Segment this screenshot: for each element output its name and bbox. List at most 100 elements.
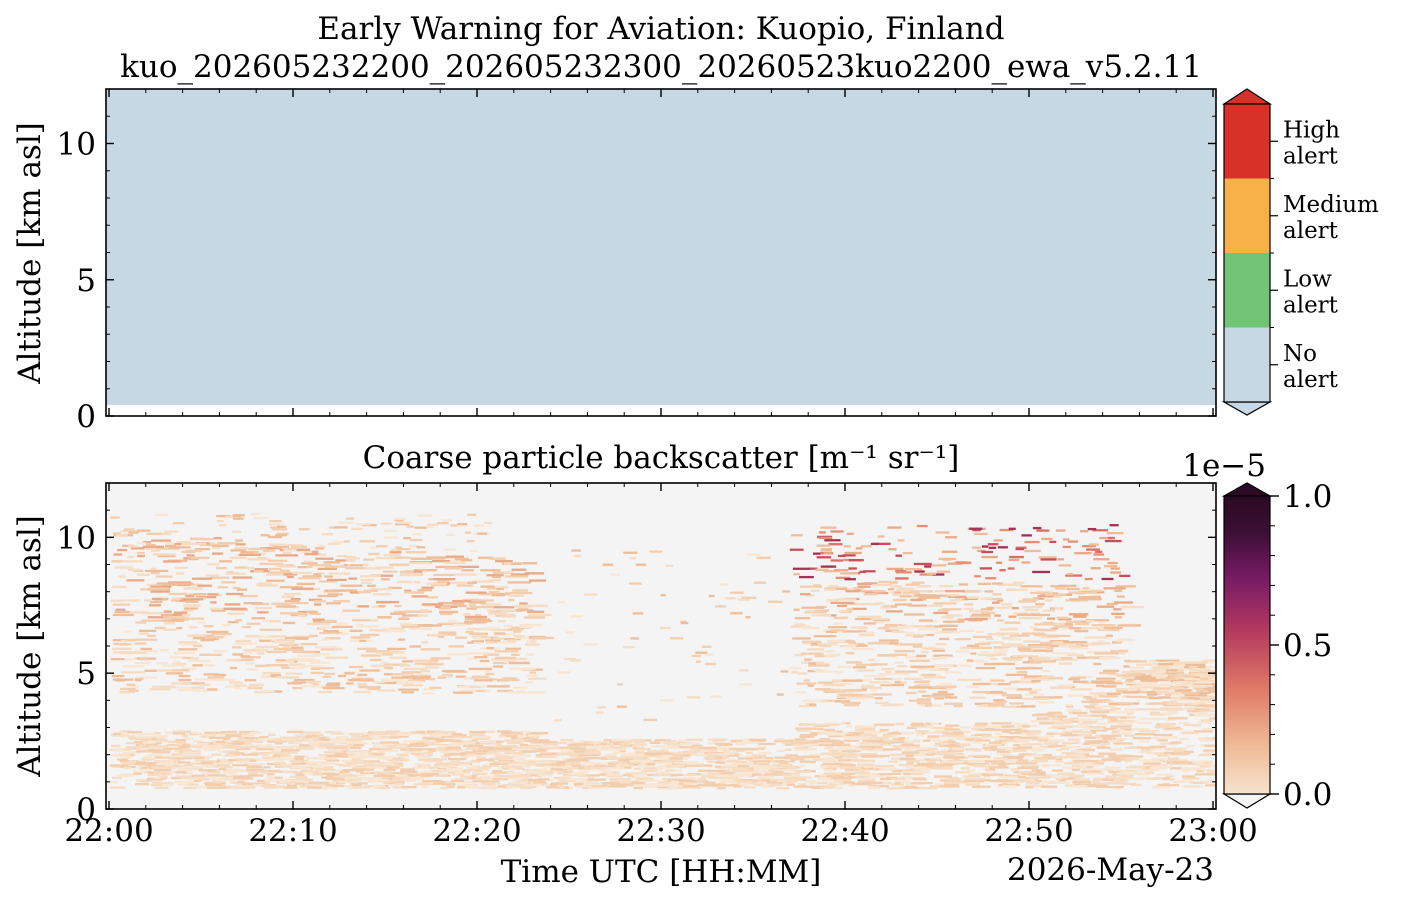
backscatter-cell <box>466 607 478 610</box>
backscatter-cell <box>126 579 145 582</box>
backscatter-cell <box>209 576 230 579</box>
backscatter-cell <box>426 525 434 528</box>
backscatter-cell <box>634 767 642 771</box>
backscatter-cell <box>845 768 855 771</box>
backscatter-cell <box>1118 638 1132 641</box>
backscatter-cell <box>578 774 600 777</box>
backscatter-cell <box>321 619 337 623</box>
backscatter-cell <box>431 583 449 587</box>
backscatter-cell <box>988 725 1002 728</box>
backscatter-cell <box>124 658 135 661</box>
backscatter-cell <box>635 753 649 756</box>
backscatter-cell <box>898 763 914 767</box>
backscatter-cell <box>1094 652 1118 655</box>
backscatter-cell <box>636 746 645 750</box>
backscatter-cell <box>854 728 876 732</box>
backscatter-cell <box>875 764 895 768</box>
backscatter-cell <box>123 528 135 531</box>
backscatter-cell <box>985 654 995 658</box>
backscatter-cell <box>1091 589 1103 592</box>
backscatter-cell <box>259 744 274 748</box>
backscatter-cell <box>832 748 843 751</box>
backscatter-cell <box>330 739 346 742</box>
backscatter-cell <box>613 771 620 774</box>
backscatter-cell <box>986 597 1003 601</box>
backscatter-cell <box>800 585 823 588</box>
backscatter-cell <box>223 754 238 757</box>
backscatter-cell <box>817 727 824 730</box>
backscatter-cell <box>126 683 136 686</box>
backscatter-cell <box>823 588 836 591</box>
backscatter-cell <box>912 725 932 728</box>
backscatter-cell <box>966 739 975 743</box>
backscatter-cell <box>195 548 211 551</box>
backscatter-cell <box>187 783 199 786</box>
backscatter-cell <box>853 666 867 669</box>
backscatter-cell <box>466 652 489 655</box>
backscatter-cell <box>1070 734 1092 737</box>
backscatter-cell <box>512 589 528 592</box>
backscatter-cell <box>183 748 191 751</box>
backscatter-cell <box>204 636 224 639</box>
backscatter-cell <box>294 782 305 785</box>
backscatter-cell <box>1148 660 1159 664</box>
backscatter-cell <box>603 767 624 770</box>
backscatter-cell <box>665 564 674 567</box>
backscatter-cell <box>166 744 189 747</box>
backscatter-cell <box>828 783 837 786</box>
backscatter-cell <box>558 601 566 604</box>
backscatter-cell <box>316 544 324 547</box>
backscatter-cell <box>1158 696 1171 699</box>
backscatter-cell <box>961 748 982 751</box>
backscatter-cell <box>920 650 929 654</box>
backscatter-cell <box>974 575 981 578</box>
backscatter-cell <box>932 739 949 742</box>
backscatter-cell <box>660 594 666 597</box>
backscatter-cell <box>386 783 399 786</box>
backscatter-cell <box>816 556 832 559</box>
backscatter-cell <box>308 598 323 601</box>
backscatter-cell <box>756 778 764 781</box>
backscatter-cell <box>599 773 606 776</box>
backscatter-cell <box>216 519 224 523</box>
backscatter-cell <box>1212 692 1216 695</box>
backscatter-cell <box>379 741 399 744</box>
backscatter-cell <box>1126 673 1146 676</box>
backscatter-cell <box>926 731 943 735</box>
backscatter-cell <box>895 589 911 592</box>
backscatter-cell <box>892 757 900 761</box>
backscatter-cell <box>1199 710 1216 713</box>
backscatter-cell <box>488 780 500 783</box>
backscatter-cell <box>638 764 655 767</box>
backscatter-cell <box>481 627 500 630</box>
backscatter-cell <box>808 567 818 570</box>
backscatter-cell <box>732 762 754 765</box>
backscatter-cell <box>181 550 196 554</box>
backscatter-cell <box>793 608 800 611</box>
backscatter-cell <box>1095 684 1105 687</box>
backscatter-cell <box>175 752 184 755</box>
backscatter-cell <box>1035 634 1059 637</box>
backscatter-cell <box>507 772 523 775</box>
backscatter-cell <box>1184 707 1202 710</box>
backscatter-cell <box>1149 745 1167 749</box>
backscatter-cell <box>754 783 764 786</box>
backscatter-cell <box>171 762 181 765</box>
backscatter-cell <box>256 611 269 614</box>
backscatter-cell <box>492 606 515 609</box>
backscatter-cell <box>874 701 889 705</box>
backscatter-cell <box>863 593 878 596</box>
backscatter-cell <box>1130 683 1152 686</box>
backscatter-cell <box>154 786 169 790</box>
backscatter-cell <box>269 520 282 523</box>
backscatter-cell <box>325 656 349 659</box>
backscatter-cell <box>241 625 251 629</box>
backscatter-cell <box>795 727 818 730</box>
backscatter-cell <box>421 741 435 745</box>
backscatter-cell <box>842 689 863 692</box>
backscatter-cell <box>665 740 677 743</box>
backscatter-cell <box>211 544 229 547</box>
backscatter-cell <box>689 761 698 764</box>
backscatter-cell <box>725 597 736 600</box>
